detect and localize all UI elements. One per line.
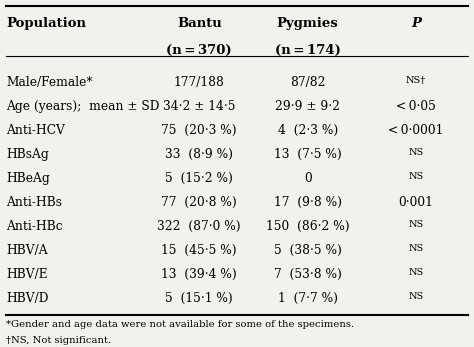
Text: 0·001: 0·001 <box>399 196 434 209</box>
Text: 75  (20·3 %): 75 (20·3 %) <box>162 124 237 137</box>
Text: *Gender and age data were not available for some of the specimens.: *Gender and age data were not available … <box>6 320 354 329</box>
Text: 15  (45·5 %): 15 (45·5 %) <box>162 244 237 257</box>
Text: < 0·05: < 0·05 <box>396 100 436 113</box>
Text: (n = 174): (n = 174) <box>275 44 341 57</box>
Text: HBV/A: HBV/A <box>6 244 48 257</box>
Text: 150  (86·2 %): 150 (86·2 %) <box>266 220 349 233</box>
Text: 322  (87·0 %): 322 (87·0 %) <box>157 220 241 233</box>
Text: †NS, Not significant.: †NS, Not significant. <box>6 336 111 345</box>
Text: 4  (2·3 %): 4 (2·3 %) <box>278 124 338 137</box>
Text: 5  (15·1 %): 5 (15·1 %) <box>165 292 233 305</box>
Text: 17  (9·8 %): 17 (9·8 %) <box>273 196 342 209</box>
Text: 34·2 ± 14·5: 34·2 ± 14·5 <box>163 100 236 113</box>
Text: NS: NS <box>409 244 424 253</box>
Text: 177/188: 177/188 <box>174 76 225 89</box>
Text: 77  (20·8 %): 77 (20·8 %) <box>162 196 237 209</box>
Text: 1  (7·7 %): 1 (7·7 %) <box>278 292 337 305</box>
Text: 7  (53·8 %): 7 (53·8 %) <box>274 268 342 281</box>
Text: Male/Female*: Male/Female* <box>6 76 93 89</box>
Text: NS: NS <box>409 268 424 277</box>
Text: NS†: NS† <box>406 76 426 85</box>
Text: NS: NS <box>409 148 424 157</box>
Text: HBV/D: HBV/D <box>6 292 49 305</box>
Text: 13  (7·5 %): 13 (7·5 %) <box>274 148 342 161</box>
Text: HBsAg: HBsAg <box>6 148 49 161</box>
Text: 87/82: 87/82 <box>290 76 326 89</box>
Text: Pygmies: Pygmies <box>277 17 338 29</box>
Text: Population: Population <box>6 17 86 29</box>
Text: Bantu: Bantu <box>177 17 222 29</box>
Text: HBeAg: HBeAg <box>6 172 50 185</box>
Text: Anti-HCV: Anti-HCV <box>6 124 65 137</box>
Text: 29·9 ± 9·2: 29·9 ± 9·2 <box>275 100 340 113</box>
Text: HBV/E: HBV/E <box>6 268 48 281</box>
Text: < 0·0001: < 0·0001 <box>388 124 444 137</box>
Text: P: P <box>411 17 421 29</box>
Text: (n = 370): (n = 370) <box>166 44 232 57</box>
Text: Anti-HBc: Anti-HBc <box>6 220 63 233</box>
Text: 13  (39·4 %): 13 (39·4 %) <box>162 268 237 281</box>
Text: NS: NS <box>409 220 424 229</box>
Text: 5  (38·5 %): 5 (38·5 %) <box>274 244 342 257</box>
Text: NS: NS <box>409 292 424 301</box>
Text: NS: NS <box>409 172 424 181</box>
Text: 33  (8·9 %): 33 (8·9 %) <box>165 148 233 161</box>
Text: 0: 0 <box>304 172 311 185</box>
Text: 5  (15·2 %): 5 (15·2 %) <box>165 172 233 185</box>
Text: Anti-HBs: Anti-HBs <box>6 196 62 209</box>
Text: Age (years);  mean ± SD: Age (years); mean ± SD <box>6 100 160 113</box>
